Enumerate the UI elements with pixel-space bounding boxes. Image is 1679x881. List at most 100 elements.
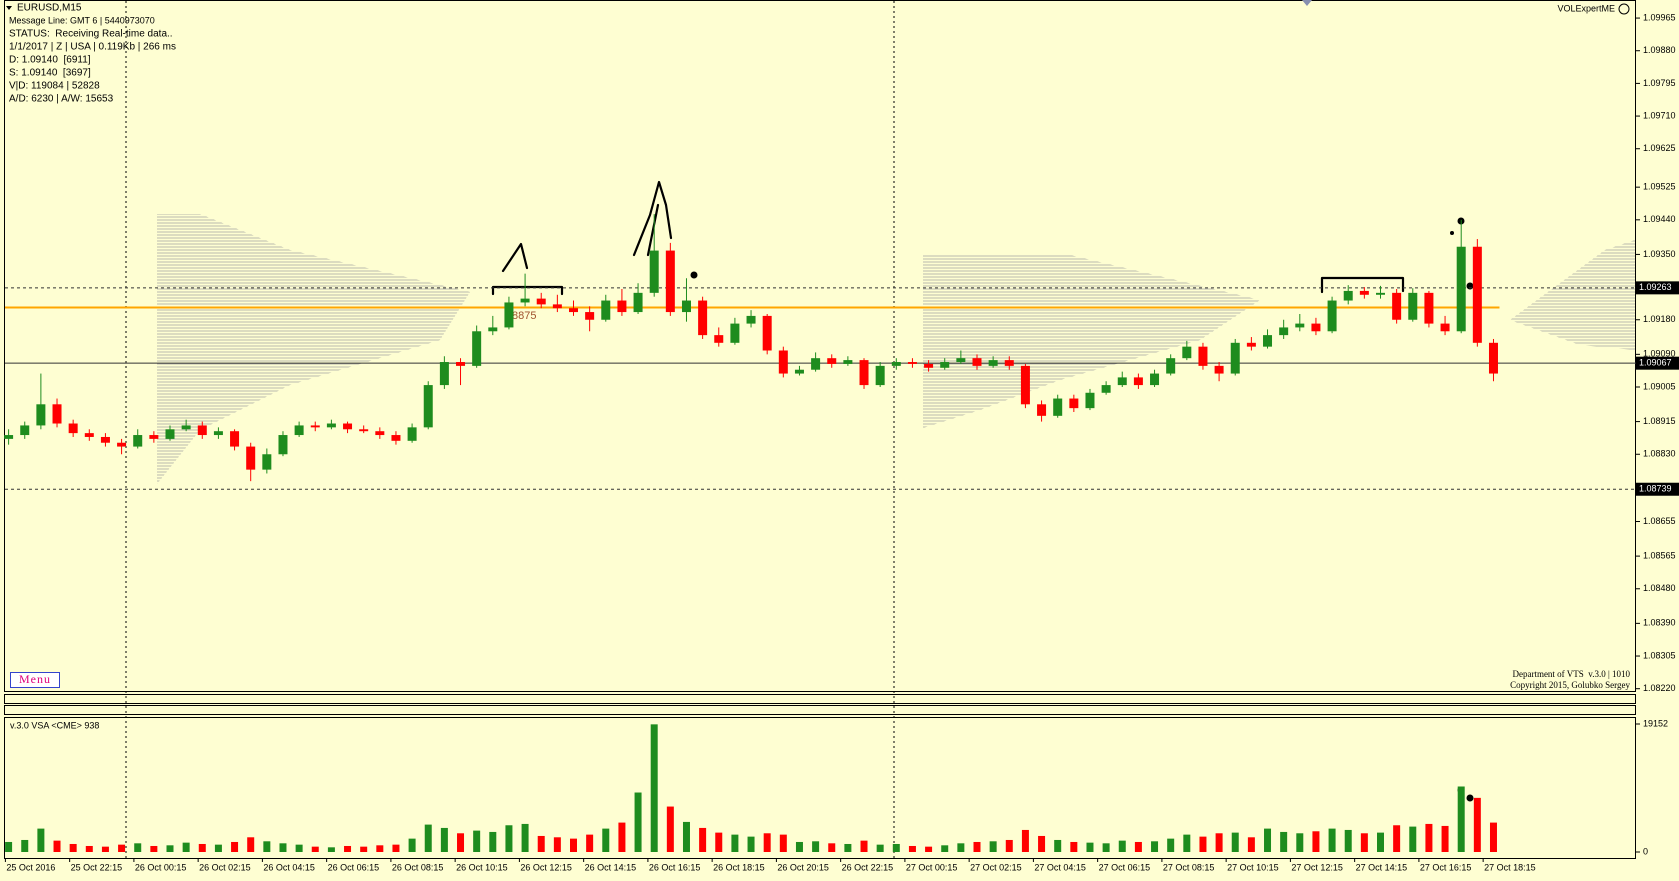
volume-bar — [973, 841, 981, 852]
candle-body — [552, 304, 562, 309]
y-tick-label: 1.08915 — [1643, 416, 1676, 426]
x-tick-label: 27 Oct 12:15 — [1291, 862, 1343, 872]
volume-bar — [1489, 822, 1497, 852]
x-tick-label: 27 Oct 14:15 — [1356, 862, 1408, 872]
indicator-title: VOLExpertME — [1557, 3, 1615, 13]
volume-bar — [150, 845, 158, 852]
candle-body — [504, 302, 514, 328]
candle-body — [940, 362, 950, 368]
volume-bar — [860, 840, 868, 852]
candle-body — [1392, 292, 1402, 320]
signal-dot — [1466, 794, 1474, 802]
x-tick-label: 26 Oct 12:15 — [520, 862, 572, 872]
volume-bar — [21, 839, 29, 852]
volume-bar — [731, 834, 739, 852]
candle-body — [36, 404, 46, 426]
candle-body — [117, 442, 127, 447]
volume-bar — [1151, 841, 1159, 852]
candle-body — [1069, 398, 1079, 409]
volume-bar — [473, 830, 481, 852]
candle-body — [956, 358, 966, 363]
candle-body — [20, 425, 30, 436]
volume-bar — [1441, 825, 1449, 852]
volume-bar — [198, 843, 206, 852]
volume-bar — [360, 846, 368, 852]
y-tick-label: 1.09880 — [1643, 45, 1676, 55]
x-tick-label: 26 Oct 02:15 — [199, 862, 251, 872]
volume-bar — [1264, 828, 1272, 852]
volume-bar — [327, 847, 335, 852]
volume-bar — [925, 846, 933, 852]
y-tick-label: 1.09350 — [1643, 249, 1676, 259]
menu-label[interactable]: Menu — [19, 672, 51, 686]
volume-bar — [1005, 839, 1013, 852]
x-tick-label: 25 Oct 22:15 — [71, 862, 123, 872]
volume-bar — [1473, 797, 1481, 852]
y-tick-label: 1.09440 — [1643, 214, 1676, 224]
x-tick-label: 27 Oct 08:15 — [1163, 862, 1215, 872]
volume-bar — [118, 844, 126, 852]
volume-bar — [602, 828, 610, 852]
candle-body — [665, 250, 675, 313]
candle-body — [924, 363, 934, 368]
volume-title: v.3.0 VSA <CME> 938 — [10, 720, 99, 730]
indicator-icon[interactable] — [1618, 3, 1630, 15]
info-line: STATUS: Receiving Real-time data.. — [9, 29, 173, 40]
candle-body — [1456, 246, 1466, 332]
info-line: V|D: 119084 | 52828 — [9, 81, 100, 92]
volume-bar — [892, 843, 900, 852]
volume-bar — [1425, 823, 1433, 852]
volume-bar — [1328, 828, 1336, 852]
candle-body — [133, 435, 143, 447]
candle-body — [294, 425, 304, 436]
volume-panel — [4, 717, 1636, 859]
volume-bar — [989, 841, 997, 852]
candle-body — [1117, 377, 1127, 386]
y-tick-label: 1.09795 — [1643, 78, 1676, 88]
volume-bar — [747, 836, 755, 852]
y-tick-label: 1.09090 — [1643, 349, 1676, 359]
volume-bar — [537, 835, 545, 852]
candle-body — [1263, 335, 1273, 347]
candle-body — [1230, 342, 1240, 374]
volume-tick-label: 19152 — [1643, 718, 1668, 728]
x-tick-label: 26 Oct 00:15 — [135, 862, 187, 872]
volume-bar — [795, 841, 803, 852]
candle-body — [1440, 323, 1450, 332]
candle-body — [1295, 323, 1305, 328]
price-panel — [4, 0, 1636, 692]
candle-body — [472, 331, 482, 366]
candle-body — [1004, 360, 1014, 366]
y-tick-label: 1.09965 — [1643, 12, 1676, 22]
candle-body — [310, 425, 320, 428]
candle-body — [456, 362, 466, 366]
candle-body — [875, 365, 885, 386]
x-tick-label: 27 Oct 00:15 — [906, 862, 958, 872]
volume-bar — [134, 843, 142, 852]
volume-bar — [37, 828, 45, 852]
candle-body — [649, 250, 659, 293]
x-tick-label: 25 Oct 2016 — [6, 862, 55, 872]
volume-profile — [157, 214, 470, 484]
hand-drawing — [491, 285, 564, 296]
candle-body — [698, 300, 708, 336]
candle-body — [1488, 342, 1498, 374]
candle-body — [1408, 292, 1418, 320]
info-line: Message Line: GMT 6 | 5440973070 — [9, 15, 155, 25]
y-tick-label: 1.08390 — [1643, 618, 1676, 628]
hand-drawing — [1320, 276, 1405, 294]
marker-label: 1.08739 — [1639, 484, 1672, 494]
volume-bar — [682, 821, 690, 852]
chart-title: EURUSD,M15 — [17, 3, 82, 14]
candle-body — [84, 433, 94, 437]
candle-body — [423, 385, 433, 428]
x-tick-label: 26 Oct 18:15 — [713, 862, 765, 872]
volume-bar — [1247, 837, 1255, 852]
menu-button[interactable] — [10, 672, 60, 688]
info-line: A/D: 6230 | A/W: 15653 — [9, 94, 114, 105]
volume-bar — [101, 846, 109, 852]
volume-bar — [1038, 835, 1046, 852]
candle-body — [1376, 292, 1385, 295]
